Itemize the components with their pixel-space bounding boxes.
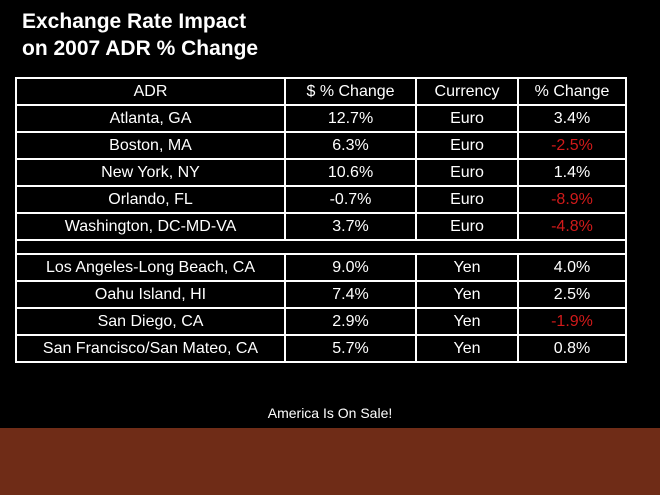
currency-cell: Euro [415, 131, 519, 160]
city-cell: New York, NY [15, 158, 286, 187]
usd-change-cell: 5.7% [284, 334, 417, 363]
currency-cell: Euro [415, 185, 519, 214]
pct-change-cell: 2.5% [517, 280, 627, 309]
city-cell: Washington, DC-MD-VA [15, 212, 286, 241]
city-cell: Atlanta, GA [15, 104, 286, 133]
currency-cell: Euro [415, 104, 519, 133]
city-cell: Oahu Island, HI [15, 280, 286, 309]
usd-change-cell: 12.7% [284, 104, 417, 133]
header-currency: Currency [415, 77, 519, 106]
header-pct-change: % Change [517, 77, 627, 106]
currency-cell: Yen [415, 253, 519, 282]
pct-change-cell: -1.9% [517, 307, 627, 336]
pct-change-cell: -4.8% [517, 212, 627, 241]
slide-title-line2: on 2007 ADR % Change [22, 37, 259, 60]
table-row: San Diego, CA 2.9% Yen -1.9% [15, 307, 627, 336]
currency-cell: Yen [415, 334, 519, 363]
usd-change-cell: 2.9% [284, 307, 417, 336]
table-row: New York, NY 10.6% Euro 1.4% [15, 158, 627, 187]
pct-change-cell: -8.9% [517, 185, 627, 214]
table-row: Oahu Island, HI 7.4% Yen 2.5% [15, 280, 627, 309]
group-separator [15, 239, 627, 255]
table-row: San Francisco/San Mateo, CA 5.7% Yen 0.8% [15, 334, 627, 363]
currency-cell: Euro [415, 158, 519, 187]
currency-cell: Yen [415, 280, 519, 309]
table-row: Atlanta, GA 12.7% Euro 3.4% [15, 104, 627, 133]
header-adr: ADR [15, 77, 286, 106]
usd-change-cell: 6.3% [284, 131, 417, 160]
pct-change-cell: 3.4% [517, 104, 627, 133]
footer-band [0, 428, 660, 495]
usd-change-cell: -0.7% [284, 185, 417, 214]
header-usd-change: $ % Change [284, 77, 417, 106]
exchange-rate-table: ADR $ % Change Currency % Change Atlanta… [15, 77, 627, 363]
city-cell: Orlando, FL [15, 185, 286, 214]
pct-change-cell: -2.5% [517, 131, 627, 160]
slide-title-line1: Exchange Rate Impact [22, 10, 247, 33]
pct-change-cell: 0.8% [517, 334, 627, 363]
header-row: ADR $ % Change Currency % Change [15, 77, 627, 106]
table-row: Los Angeles-Long Beach, CA 9.0% Yen 4.0% [15, 253, 627, 282]
usd-change-cell: 10.6% [284, 158, 417, 187]
table-row: Washington, DC-MD-VA 3.7% Euro -4.8% [15, 212, 627, 241]
city-cell: San Francisco/San Mateo, CA [15, 334, 286, 363]
footer-tagline: America Is On Sale! [267, 405, 393, 421]
pct-change-cell: 1.4% [517, 158, 627, 187]
currency-cell: Yen [415, 307, 519, 336]
currency-cell: Euro [415, 212, 519, 241]
city-cell: San Diego, CA [15, 307, 286, 336]
usd-change-cell: 3.7% [284, 212, 417, 241]
table-row: Boston, MA 6.3% Euro -2.5% [15, 131, 627, 160]
pct-change-cell: 4.0% [517, 253, 627, 282]
usd-change-cell: 7.4% [284, 280, 417, 309]
table-row: Orlando, FL -0.7% Euro -8.9% [15, 185, 627, 214]
usd-change-cell: 9.0% [284, 253, 417, 282]
city-cell: Los Angeles-Long Beach, CA [15, 253, 286, 282]
city-cell: Boston, MA [15, 131, 286, 160]
group-separator-cell [15, 239, 627, 255]
slide-title: Exchange Rate Impact on 2007 ADR % Chang… [22, 8, 258, 62]
